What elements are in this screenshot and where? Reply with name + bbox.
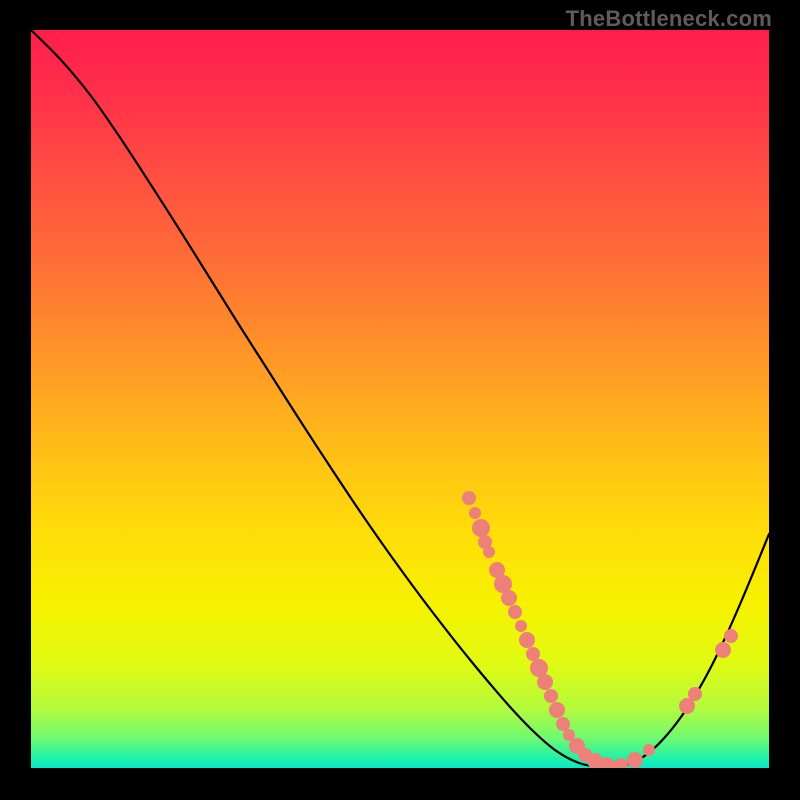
watermark-text: TheBottleneck.com: [566, 6, 772, 32]
chart-marker: [643, 744, 655, 756]
chart-marker: [515, 620, 527, 632]
chart-marker: [469, 507, 481, 519]
chart-marker: [724, 629, 738, 643]
chart-marker: [715, 642, 731, 658]
chart-marker: [544, 689, 558, 703]
chart-plot-area: [31, 30, 769, 768]
chart-marker: [483, 546, 495, 558]
chart-marker: [549, 702, 565, 718]
chart-marker: [462, 491, 476, 505]
chart-marker: [501, 590, 517, 606]
chart-marker: [508, 605, 522, 619]
chart-marker: [556, 717, 570, 731]
chart-marker: [688, 687, 702, 701]
chart-marker: [627, 752, 643, 768]
chart-svg: [31, 30, 769, 768]
chart-marker: [519, 632, 535, 648]
chart-marker: [526, 647, 540, 661]
chart-marker: [537, 674, 553, 690]
chart-background: [31, 30, 769, 768]
chart-marker: [472, 519, 490, 537]
